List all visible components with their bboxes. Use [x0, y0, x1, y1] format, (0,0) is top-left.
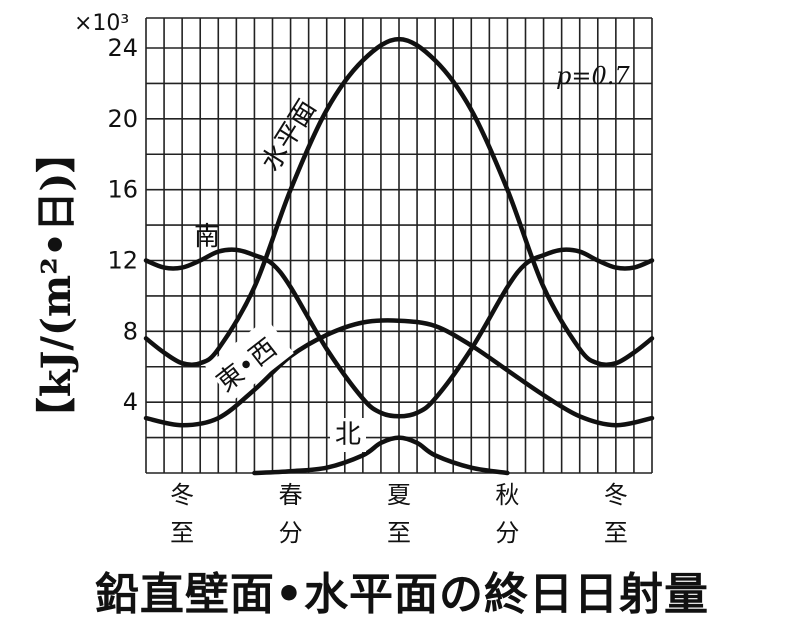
series-north-line: [252, 435, 510, 476]
label-backing: [205, 318, 294, 402]
y-tick-label: 4: [123, 388, 138, 416]
y-tick-label: 12: [107, 247, 138, 275]
x-tick-label: 冬: [604, 481, 628, 509]
series-lines: [143, 36, 655, 476]
y-tick-label: 24: [107, 34, 138, 62]
x-tick-label: 分: [495, 519, 519, 547]
x-tick-label: 至: [170, 519, 194, 547]
x-tick-label: 至: [387, 519, 411, 547]
x-tick-label: 夏: [387, 481, 411, 509]
y-tick-labels: 4 8 12 16 20 24: [107, 34, 138, 416]
x-tick-label: 冬: [170, 481, 194, 509]
x-tick-label: 分: [279, 519, 303, 547]
chart-title: 鉛直壁面•水平面の終日日射量: [94, 569, 710, 620]
y-tick-label: 16: [107, 176, 138, 204]
series-south-line: [143, 247, 655, 419]
series-horizontal-line: [143, 36, 655, 368]
y-axis-label: 【kJ/(m²•日)】: [33, 133, 80, 438]
series-label-north: 北: [335, 420, 361, 450]
y-tick-label: 8: [123, 317, 138, 345]
x-tick-label: 至: [604, 519, 628, 547]
series-east-west-line: [143, 318, 655, 428]
p-annotation: p=0.7: [556, 62, 630, 90]
label-backing: [330, 418, 366, 452]
x-tick-label: 秋: [495, 481, 519, 509]
y-tick-label: 20: [107, 105, 138, 133]
series-label-south: 南: [194, 222, 220, 252]
x-tick-label: 春: [279, 481, 303, 509]
y-multiplier: ×10³: [74, 11, 129, 36]
